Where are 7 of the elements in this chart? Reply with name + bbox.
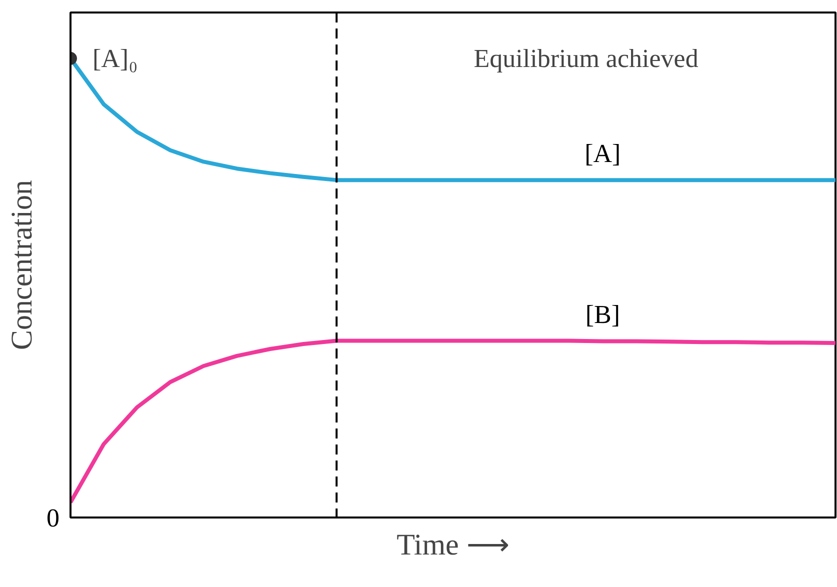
annotation: [A]₀ <box>92 44 138 73</box>
series-label: [B] <box>585 300 620 330</box>
series-label: [A] <box>584 139 621 168</box>
annotation: Equilibrium achieved <box>474 44 698 73</box>
text: 0 <box>46 504 60 532</box>
x-axis-title: Time ⟶ <box>396 528 510 562</box>
y-axis-title: Concentration <box>6 180 38 350</box>
